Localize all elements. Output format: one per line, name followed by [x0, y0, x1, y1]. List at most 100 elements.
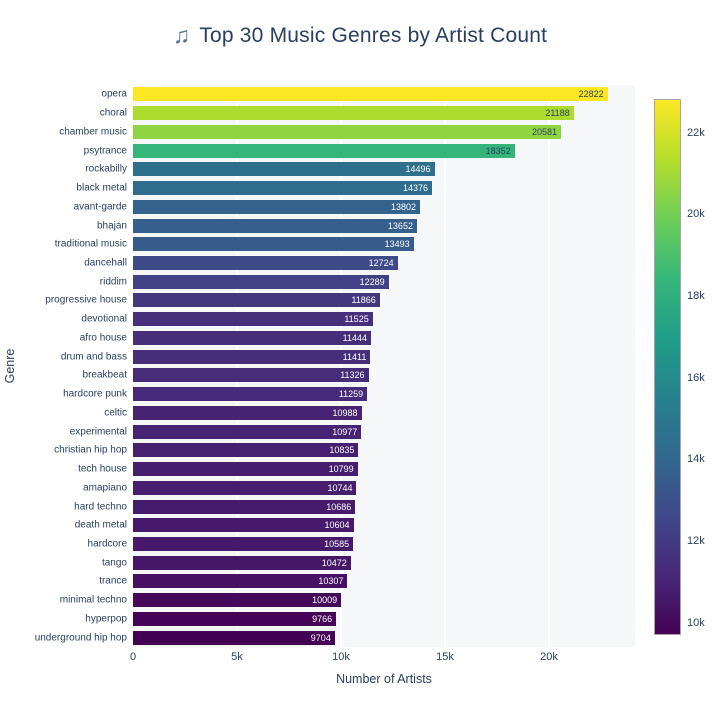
bar-drum-and-bass[interactable]: 11411: [133, 349, 371, 364]
bar-amapiano[interactable]: 10744: [133, 480, 357, 495]
colorbar: 10k 12k 14k 16k 18k 20k 22k: [654, 99, 720, 635]
y-tick-label: opera: [101, 88, 127, 100]
y-tick-label: hardcore punk: [63, 388, 127, 400]
bar-value-label: 10585: [324, 538, 350, 549]
bar-value-label: 11411: [342, 351, 367, 362]
y-tick-label: amapiano: [83, 482, 127, 494]
y-tick-label: traditional music: [54, 238, 127, 250]
bar-bhajan[interactable]: 13652: [133, 218, 417, 233]
colorbar-tick-label: 16k: [687, 371, 705, 384]
bar-value-label: 10604: [324, 520, 350, 531]
bar-value-label: 12724: [368, 257, 394, 268]
bar-value-label: 11259: [338, 389, 364, 400]
bar-value-label: 14376: [402, 183, 429, 194]
y-tick-label: rockabilly: [85, 163, 127, 175]
bar-avant-garde[interactable]: 13802: [133, 199, 421, 214]
bar-progressive-house[interactable]: 11866: [133, 293, 380, 308]
bar-value-label: 18352: [485, 145, 511, 156]
y-tick-label: christian hip hop: [54, 444, 127, 456]
y-tick-label: drum and bass: [60, 351, 127, 363]
bar-breakbeat[interactable]: 11326: [133, 368, 369, 383]
colorbar-ticks: 10k 12k 14k 16k 18k 20k 22k: [654, 99, 720, 635]
bar-trance[interactable]: 10307: [133, 574, 348, 589]
plot-area: 22822 21188 20581 18352 14496 14376 13802 13652…: [133, 85, 635, 647]
bar-value-label: 20581: [532, 126, 558, 137]
x-tick-label: 0: [129, 651, 137, 663]
bar-value-label: 10686: [326, 501, 352, 512]
bar-value-label: 10744: [327, 482, 353, 493]
bar-chamber-music[interactable]: 20581: [133, 124, 562, 139]
bar-riddim[interactable]: 12289: [133, 274, 389, 289]
music-note-icon: ♫: [172, 22, 191, 48]
colorbar-tick-label: 12k: [687, 535, 705, 548]
bar-value-label: 14496: [405, 164, 431, 175]
colorbar-tick-label: 14k: [687, 453, 705, 466]
bar-minimal-techno[interactable]: 10009: [133, 593, 342, 608]
gridline: [235, 85, 238, 647]
bar-tango[interactable]: 10472: [133, 555, 351, 570]
y-tick-label: hyperpop: [85, 613, 127, 625]
y-axis-labels: opera choral chamber music psytrance rockabi…: [0, 85, 130, 647]
x-tick-label: 10k: [332, 651, 350, 663]
x-tick-label: 20k: [540, 651, 558, 663]
bar-value-label: 13802: [391, 201, 417, 212]
y-tick-label: dancehall: [84, 257, 127, 269]
x-axis-ticks: 0 5k 10k 15k 20k: [129, 651, 635, 665]
bar-value-label: 11326: [340, 370, 365, 381]
colorbar-tick-label: 20k: [687, 208, 705, 221]
x-axis-title: Number of Artists: [336, 672, 432, 686]
bar-value-label: 13493: [384, 239, 410, 250]
y-tick-label: tech house: [78, 463, 127, 475]
bar-hard-techno[interactable]: 10686: [133, 499, 356, 514]
y-tick-label: progressive house: [45, 294, 127, 306]
bar-celtic[interactable]: 10988: [133, 405, 362, 420]
y-tick-label: hardcore: [87, 538, 127, 550]
y-tick-label: riddim: [99, 276, 127, 288]
x-tick-label: 15k: [436, 651, 454, 663]
y-tick-label: devotional: [81, 313, 127, 325]
bar-death-metal[interactable]: 10604: [133, 518, 354, 533]
bar-value-label: 11444: [342, 332, 368, 343]
y-tick-label: black metal: [76, 182, 127, 194]
bar-christian-hip-hop[interactable]: 10835: [133, 443, 359, 458]
bar-value-label: 11866: [351, 295, 376, 306]
bar-value-label: 9766: [312, 613, 333, 624]
bar-value-label: 10988: [332, 407, 358, 418]
bar-opera[interactable]: 22822: [133, 87, 608, 102]
colorbar-gradient: [654, 99, 681, 635]
colorbar-tick-label: 18k: [687, 290, 705, 303]
y-tick-label: breakbeat: [82, 369, 127, 381]
bar-dancehall[interactable]: 12724: [133, 255, 398, 270]
bar-experimental[interactable]: 10977: [133, 424, 362, 439]
bar-choral[interactable]: 21188: [133, 106, 574, 121]
y-tick-label: afro house: [79, 332, 127, 344]
bar-hardcore[interactable]: 10585: [133, 536, 354, 551]
bar-tech-house[interactable]: 10799: [133, 462, 358, 477]
bar-value-label: 12289: [359, 276, 385, 287]
bar-afro-house[interactable]: 11444: [133, 330, 372, 345]
bar-value-label: 10307: [318, 576, 344, 587]
y-tick-label: bhajan: [96, 220, 127, 231]
bar-underground-hip-hop[interactable]: 9704: [133, 630, 335, 645]
y-tick-label: psytrance: [83, 145, 127, 157]
y-tick-label: minimal techno: [59, 594, 127, 606]
bar-hyperpop[interactable]: 9766: [133, 611, 337, 626]
bar-value-label: 10009: [312, 595, 338, 606]
bar-traditional-music[interactable]: 13493: [133, 237, 414, 252]
y-tick-label: tango: [101, 557, 127, 569]
y-tick-label: trance: [99, 575, 127, 587]
y-tick-label: experimental: [69, 426, 127, 438]
bar-value-label: 10799: [328, 464, 354, 475]
bar-psytrance[interactable]: 18352: [133, 143, 515, 158]
y-tick-label: avant-garde: [73, 201, 127, 213]
y-tick-label: death metal: [74, 519, 127, 531]
colorbar-tick-label: 22k: [687, 126, 705, 139]
bar-rockabilly[interactable]: 14496: [133, 162, 435, 177]
bar-black-metal[interactable]: 14376: [133, 181, 433, 196]
bar-hardcore-punk[interactable]: 11259: [133, 387, 368, 402]
bar-devotional[interactable]: 11525: [133, 312, 373, 327]
bar-value-label: 10835: [329, 445, 355, 456]
bar-value-label: 13652: [387, 220, 413, 231]
bar-value-label: 9704: [310, 632, 331, 643]
